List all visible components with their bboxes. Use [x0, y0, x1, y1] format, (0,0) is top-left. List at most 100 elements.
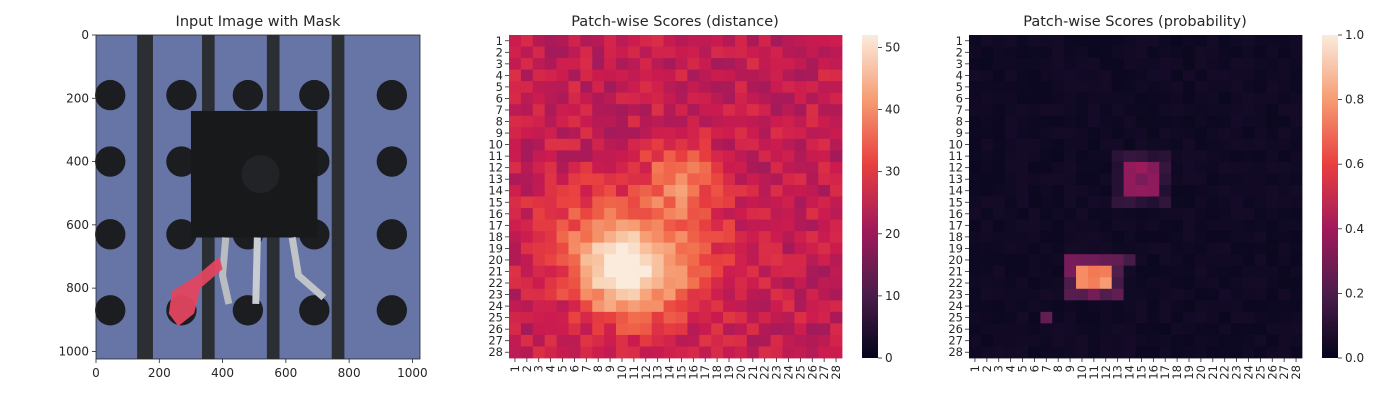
heatmap-cell — [1040, 196, 1053, 209]
heatmap-cell — [532, 208, 546, 220]
heatmap-cell — [556, 115, 569, 128]
heatmap-cell — [770, 138, 783, 151]
heatmap-cell — [806, 219, 819, 232]
heatmap-cell — [711, 58, 724, 71]
y-tick-label: 20 — [488, 253, 503, 267]
heatmap-cell — [1218, 184, 1232, 197]
heatmap-cell — [1028, 323, 1041, 336]
heatmap-cell — [616, 300, 629, 313]
heatmap-cell — [592, 81, 605, 94]
heatmap-cell — [1159, 219, 1172, 232]
heatmap-cell — [1064, 265, 1077, 278]
heatmap-cell — [627, 127, 641, 140]
heatmap-cell — [794, 184, 807, 197]
heatmap-cell — [1218, 104, 1232, 117]
heatmap-cell — [568, 35, 581, 47]
heatmap-cell — [1171, 231, 1184, 244]
heatmap-cell — [1016, 288, 1029, 301]
heatmap-cell — [1266, 231, 1279, 244]
hole — [299, 295, 330, 326]
y-tick-label: 22 — [948, 276, 963, 290]
heatmap-cell — [1242, 231, 1255, 244]
heatmap-cell — [734, 219, 748, 232]
heatmap-cell — [580, 115, 593, 128]
heatmap-cell — [734, 254, 748, 267]
heatmap-cell — [639, 104, 653, 117]
heatmap-cell — [1087, 277, 1101, 290]
heatmap-cell — [794, 346, 807, 359]
heatmap-cell — [806, 265, 819, 278]
heatmap-cell — [1254, 346, 1267, 359]
heatmap-cell — [1147, 127, 1160, 140]
heatmap-cell — [1159, 92, 1172, 105]
heatmap-cell — [532, 288, 546, 301]
heatmap-cell — [699, 138, 712, 151]
heatmap-cell — [604, 242, 617, 255]
heatmap-cell — [1040, 300, 1053, 313]
heatmap-cell — [592, 300, 605, 313]
heatmap-cell — [782, 127, 795, 140]
heatmap-cell — [1052, 81, 1065, 94]
heatmap-cell — [1183, 254, 1196, 267]
heatmap-cell — [969, 196, 982, 209]
heatmap-cell — [580, 150, 593, 163]
heatmap-cell — [746, 81, 760, 94]
heatmap-cell — [980, 81, 994, 94]
heatmap-cell — [1159, 184, 1172, 197]
heatmap-cell — [1016, 219, 1029, 232]
heatmap-cell — [746, 173, 760, 186]
heatmap-cell — [1123, 300, 1136, 313]
heatmap-cell — [651, 277, 665, 290]
heatmap-cell — [794, 161, 807, 174]
heatmap-cell — [1194, 300, 1208, 313]
heatmap-cell — [1040, 69, 1053, 82]
heatmap-cell — [818, 173, 831, 186]
heatmap-cell — [1028, 219, 1041, 232]
heatmap-cell — [1016, 254, 1029, 267]
heatmap-cell — [580, 46, 593, 59]
heatmap-cell — [663, 161, 676, 174]
heatmap-cell — [604, 150, 617, 163]
heatmap-cell — [675, 288, 688, 301]
heatmap-cell — [992, 35, 1006, 47]
heatmap-cell — [687, 242, 700, 255]
heatmap-cell — [1159, 150, 1172, 163]
heatmap-cell — [758, 288, 772, 301]
heatmap-cell — [992, 184, 1006, 197]
heatmap-cell — [1159, 208, 1172, 220]
heatmap-cell — [746, 265, 760, 278]
y-tick-label: 22 — [488, 276, 503, 290]
heatmap-cell — [1111, 127, 1125, 140]
heatmap-cell — [1159, 288, 1172, 301]
heatmap-cell — [1040, 208, 1053, 220]
heatmap-cell — [1290, 184, 1303, 197]
heatmap-cell — [1016, 69, 1029, 82]
heatmap-cell — [723, 311, 736, 324]
heatmap-cell — [532, 92, 546, 105]
panel2-axes: 1122334455667788991010111112121313141415… — [488, 34, 843, 380]
colorbar-tick-label: 20 — [885, 227, 900, 241]
heatmap-cell — [794, 265, 807, 278]
heatmap-cell — [639, 150, 653, 163]
x-tick-label: 12 — [639, 365, 653, 380]
heatmap-cell — [604, 254, 617, 267]
y-tick-label: 600 — [66, 218, 89, 232]
heatmap-cell — [592, 219, 605, 232]
heatmap-cell — [1266, 346, 1279, 359]
heatmap-cell — [616, 46, 629, 59]
heatmap-cell — [818, 334, 831, 347]
heatmap-cell — [1171, 173, 1184, 186]
y-tick-label: 19 — [948, 241, 963, 255]
heatmap-cell — [782, 334, 795, 347]
heatmap-cell — [1159, 254, 1172, 267]
heatmap-cell — [1159, 334, 1172, 347]
heatmap-cell — [711, 346, 724, 359]
heatmap-cell — [1266, 196, 1279, 209]
x-tick-label: 5 — [1016, 365, 1030, 372]
heatmap-cell — [794, 323, 807, 336]
heatmap-cell — [1218, 81, 1232, 94]
heatmap-cell — [1290, 346, 1303, 359]
heatmap-cell — [758, 161, 772, 174]
heatmap-cell — [544, 115, 557, 128]
heatmap-cell — [1004, 58, 1017, 71]
